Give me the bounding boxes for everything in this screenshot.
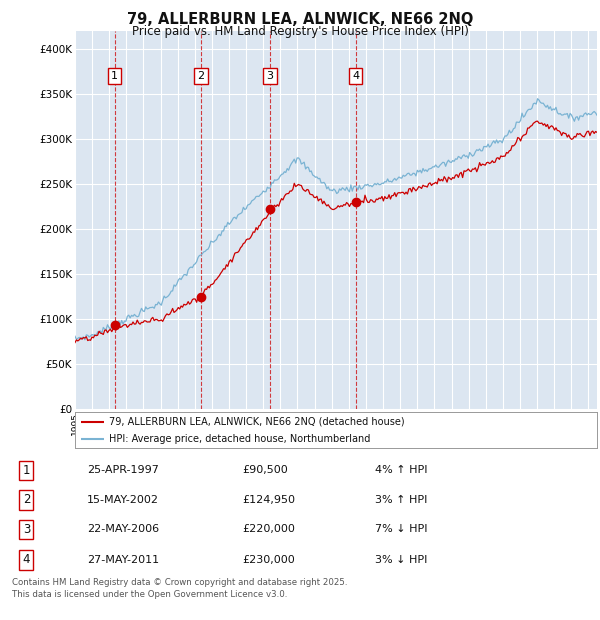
Text: 4% ↑ HPI: 4% ↑ HPI — [375, 466, 427, 476]
Text: 1: 1 — [111, 71, 118, 81]
Text: 79, ALLERBURN LEA, ALNWICK, NE66 2NQ: 79, ALLERBURN LEA, ALNWICK, NE66 2NQ — [127, 12, 473, 27]
Text: £90,500: £90,500 — [242, 466, 288, 476]
Text: HPI: Average price, detached house, Northumberland: HPI: Average price, detached house, Nort… — [109, 433, 370, 444]
Text: 79, ALLERBURN LEA, ALNWICK, NE66 2NQ (detached house): 79, ALLERBURN LEA, ALNWICK, NE66 2NQ (de… — [109, 417, 404, 427]
Text: Price paid vs. HM Land Registry's House Price Index (HPI): Price paid vs. HM Land Registry's House … — [131, 25, 469, 38]
Text: 3% ↑ HPI: 3% ↑ HPI — [375, 495, 427, 505]
Text: 1: 1 — [23, 464, 30, 477]
Text: £230,000: £230,000 — [242, 555, 295, 565]
Text: Contains HM Land Registry data © Crown copyright and database right 2025.
This d: Contains HM Land Registry data © Crown c… — [12, 578, 347, 599]
Text: 4: 4 — [352, 71, 359, 81]
Text: 27-MAY-2011: 27-MAY-2011 — [87, 555, 159, 565]
Text: 22-MAY-2006: 22-MAY-2006 — [87, 525, 159, 534]
Text: £220,000: £220,000 — [242, 525, 295, 534]
Text: 25-APR-1997: 25-APR-1997 — [87, 466, 159, 476]
Text: 3: 3 — [266, 71, 274, 81]
Text: 2: 2 — [23, 494, 30, 507]
Text: 3% ↓ HPI: 3% ↓ HPI — [375, 555, 427, 565]
Text: £124,950: £124,950 — [242, 495, 295, 505]
Text: 2: 2 — [197, 71, 205, 81]
Text: 15-MAY-2002: 15-MAY-2002 — [87, 495, 159, 505]
Text: 3: 3 — [23, 523, 30, 536]
Text: 7% ↓ HPI: 7% ↓ HPI — [375, 525, 427, 534]
Text: 4: 4 — [23, 554, 30, 567]
